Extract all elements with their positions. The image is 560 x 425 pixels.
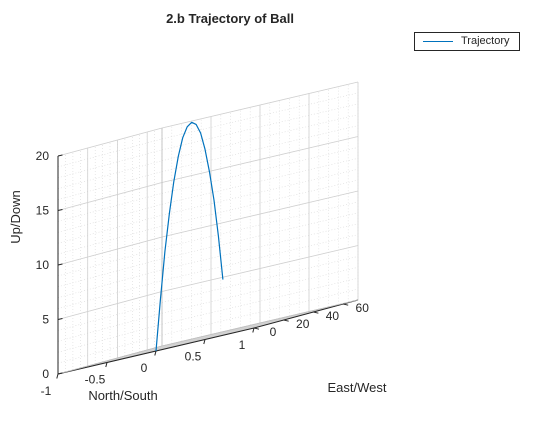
minor-gridline xyxy=(161,179,359,227)
minor-gridline xyxy=(161,223,359,270)
x-axis-ticks: -1 -0.5 0 0.5 1 xyxy=(41,327,255,398)
major-gridline xyxy=(57,236,163,266)
z-tick-label: 5 xyxy=(42,313,49,327)
minor-gridline xyxy=(161,103,359,151)
y-tick-label: 0 xyxy=(270,325,277,339)
x-tick-label: -0.5 xyxy=(85,373,106,387)
major-gridline xyxy=(161,190,359,238)
major-gridline xyxy=(117,311,314,359)
major-gridline xyxy=(147,303,344,351)
y-tick-mark xyxy=(253,327,260,330)
y-tick-label: 20 xyxy=(296,317,310,331)
major-gridline xyxy=(57,127,163,157)
z-tick-mark xyxy=(57,209,63,211)
x-tick-mark xyxy=(203,339,206,345)
series-line-trajectory xyxy=(155,121,224,352)
x-axis-label: North/South xyxy=(88,388,157,403)
y-tick-mark xyxy=(343,303,349,306)
minor-gridline xyxy=(161,212,359,260)
z-tick-mark xyxy=(57,154,63,157)
y-tick-label: 40 xyxy=(326,309,340,323)
y-axis-line xyxy=(253,299,359,329)
x-tick-label: 0 xyxy=(141,361,148,375)
minor-gridline xyxy=(161,114,359,161)
minor-gridline xyxy=(161,256,359,303)
minor-gridline xyxy=(161,92,359,140)
x-tick-label: 0.5 xyxy=(185,350,202,364)
z-tick-label: 15 xyxy=(36,204,50,218)
z-tick-label: 10 xyxy=(36,258,50,272)
z-tick-label: 0 xyxy=(42,367,49,381)
minor-gridline xyxy=(161,277,359,325)
x-tick-mark xyxy=(154,350,157,356)
major-gridline xyxy=(57,291,163,320)
chart-title: 2.b Trajectory of Ball xyxy=(166,11,294,26)
series-layer xyxy=(155,121,224,352)
x-tick-label: 1 xyxy=(239,338,246,352)
y-tick-label: 60 xyxy=(356,301,370,315)
z-axis-label: Up/Down xyxy=(8,190,23,243)
y-axis-ticks: 0 20 40 60 xyxy=(253,301,370,339)
major-gridline xyxy=(161,136,359,183)
z-tick-mark xyxy=(57,263,63,266)
minor-gridline xyxy=(161,288,359,336)
x-tick-mark xyxy=(56,373,59,379)
y-tick-mark xyxy=(313,311,319,314)
z-tick-mark xyxy=(57,372,63,375)
major-gridline xyxy=(161,81,359,129)
y-tick-mark xyxy=(283,319,289,322)
minor-gridline xyxy=(161,234,359,281)
minor-gridline xyxy=(132,307,329,355)
x-tick-mark xyxy=(252,327,255,333)
z-tick-mark xyxy=(57,318,63,320)
z-axis-ticks: 0 5 10 15 20 xyxy=(36,149,63,381)
minor-gridline xyxy=(161,267,359,314)
major-gridline xyxy=(87,319,284,367)
back-edge xyxy=(161,299,359,347)
legend: Trajectory xyxy=(414,32,520,51)
minor-gridline xyxy=(161,201,359,249)
legend-swatch-trajectory xyxy=(423,41,453,42)
x-tick-label: -1 xyxy=(41,384,52,398)
z-tick-label: 20 xyxy=(36,149,50,163)
back-edge xyxy=(57,345,163,375)
minor-gridline xyxy=(161,147,359,194)
major-gridline xyxy=(161,245,359,292)
x-tick-mark xyxy=(105,362,108,368)
major-gridline xyxy=(57,182,163,211)
minor-gridline xyxy=(102,315,299,363)
minor-gridline xyxy=(161,125,359,172)
minor-gridline xyxy=(161,158,359,205)
legend-label-trajectory: Trajectory xyxy=(461,35,510,47)
minor-gridline xyxy=(161,168,359,216)
y-axis-label: East/West xyxy=(327,380,386,395)
